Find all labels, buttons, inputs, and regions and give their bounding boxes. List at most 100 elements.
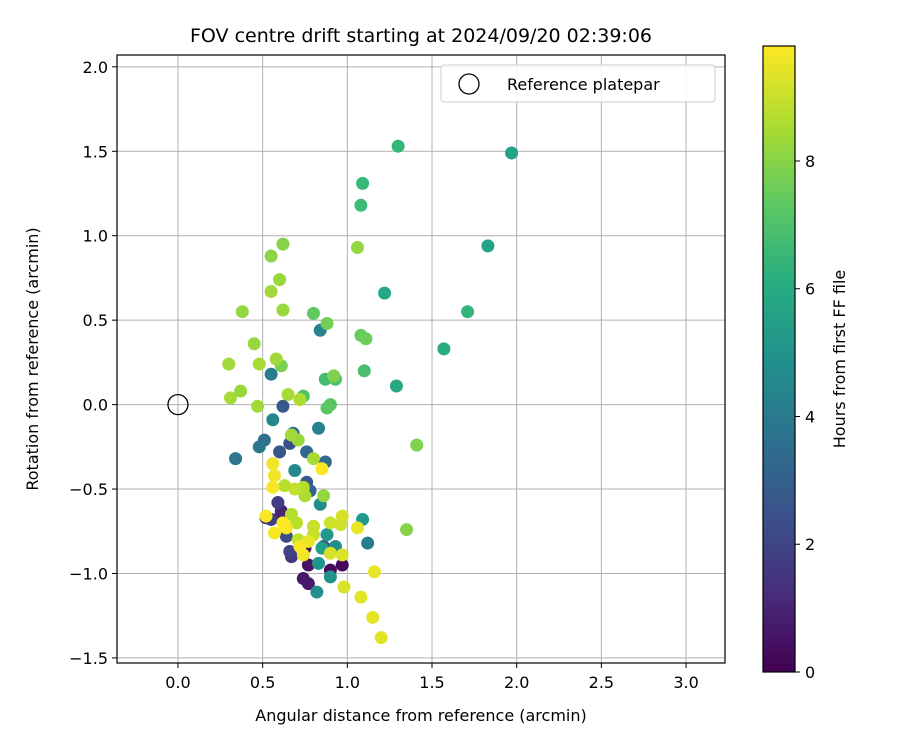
scatter-point [293, 393, 307, 407]
reference-platepar-marker [167, 393, 189, 416]
colorbar-ticks: 0 2 4 6 8 [795, 152, 815, 682]
scatter-point [350, 521, 364, 535]
y-tick-label: 1.0 [83, 227, 108, 246]
colorbar-tick-label: 6 [805, 280, 815, 299]
scatter-point [266, 413, 280, 427]
scatter-point [366, 610, 380, 624]
scatter-point [357, 364, 371, 378]
scatter-point [354, 198, 368, 212]
scatter-point [359, 332, 373, 346]
y-tick-label: −0.5 [69, 480, 108, 499]
x-tick-label: 1.0 [335, 673, 360, 692]
scatter-point [264, 367, 278, 381]
scatter-point [312, 421, 326, 435]
x-tick-label: 0.5 [250, 673, 275, 692]
reference-marker-group [167, 393, 189, 416]
scatter-point [288, 463, 302, 477]
scatter-point [301, 577, 315, 591]
y-axis-ticks: −1.5 −1.0 −0.5 0.0 0.5 1.0 1.5 2.0 [69, 58, 117, 668]
scatter-point [323, 546, 337, 560]
scatter-point [281, 387, 295, 401]
scatter-point [223, 391, 237, 405]
scatter-point [288, 482, 302, 496]
scatter-point [354, 590, 368, 604]
y-tick-label: 0.0 [83, 396, 108, 415]
scatter-point [290, 516, 304, 530]
scatter-point [312, 556, 326, 570]
y-tick-label: −1.5 [69, 649, 108, 668]
colorbar-tick-label: 2 [805, 535, 815, 554]
scatter-point [259, 509, 273, 523]
scatter-point [320, 528, 334, 542]
colorbar-frame [762, 45, 796, 673]
scatter-point [389, 379, 403, 393]
scatter-point [374, 631, 388, 645]
y-tick-label: 2.0 [83, 58, 108, 77]
scatter-point [335, 548, 349, 562]
scatter-point [335, 509, 349, 523]
scatter-points [222, 139, 519, 645]
x-tick-label: 3.0 [673, 673, 698, 692]
scatter-point [378, 286, 392, 300]
scatter-point [284, 428, 298, 442]
x-tick-label: 1.5 [419, 673, 444, 692]
scatter-point [505, 146, 519, 160]
scatter-point [229, 452, 243, 466]
y-axis-label: Rotation from reference (arcmin) [23, 227, 42, 490]
colorbar-gradient [763, 46, 795, 672]
scatter-point [276, 399, 290, 413]
scatter-point [350, 241, 364, 255]
scatter-point [335, 558, 349, 572]
scatter-point [361, 536, 375, 550]
scatter-point [317, 489, 331, 503]
scatter-point [235, 305, 249, 319]
x-axis-label: Angular distance from reference (arcmin) [255, 706, 586, 725]
grid [117, 55, 725, 663]
scatter-point [356, 176, 370, 190]
scatter-point [252, 357, 266, 371]
scatter-point [264, 249, 278, 263]
scatter-point [283, 545, 297, 559]
scatter-point [337, 580, 351, 594]
scatter-point [276, 303, 290, 317]
scatter-point [320, 317, 334, 331]
scatter-point [273, 273, 287, 287]
x-axis-ticks: 0.0 0.5 1.0 1.5 2.0 2.5 3.0 [165, 663, 699, 692]
y-tick-label: −1.0 [69, 564, 108, 583]
scatter-point [391, 139, 405, 153]
colorbar-tick-label: 0 [805, 663, 815, 682]
scatter-point [481, 239, 495, 253]
scatter-point [278, 479, 292, 493]
scatter-point [276, 237, 290, 251]
chart-title: FOV centre drift starting at 2024/09/20 … [190, 25, 652, 47]
x-tick-label: 2.5 [589, 673, 614, 692]
scatter-point [271, 496, 285, 510]
scatter-point [301, 558, 315, 572]
y-tick-label: 1.5 [83, 142, 108, 161]
scatter-point [276, 516, 290, 530]
x-tick-label: 2.0 [504, 673, 529, 692]
y-tick-label: 0.5 [83, 311, 108, 330]
plot-frame [116, 54, 726, 664]
scatter-point [306, 306, 320, 320]
scatter-point [437, 342, 451, 356]
scatter-point [222, 357, 236, 371]
scatter-point [315, 462, 329, 476]
colorbar-tick-label: 8 [805, 152, 815, 171]
legend-box [440, 64, 716, 103]
scatter-point [266, 480, 280, 494]
scatter-point [268, 469, 282, 483]
scatter-point [252, 440, 266, 454]
scatter-point [400, 523, 414, 537]
scatter-point [266, 457, 280, 471]
colorbar-tick-label: 4 [805, 407, 815, 426]
colorbar-label: Hours from first FF file [830, 270, 849, 449]
scatter-point [269, 352, 283, 366]
scatter-point [273, 445, 287, 459]
scatter-point [310, 585, 324, 599]
legend-label: Reference platepar [507, 75, 660, 94]
scatter-point [367, 565, 381, 579]
scatter-point [247, 337, 261, 351]
scatter-point [323, 516, 337, 530]
